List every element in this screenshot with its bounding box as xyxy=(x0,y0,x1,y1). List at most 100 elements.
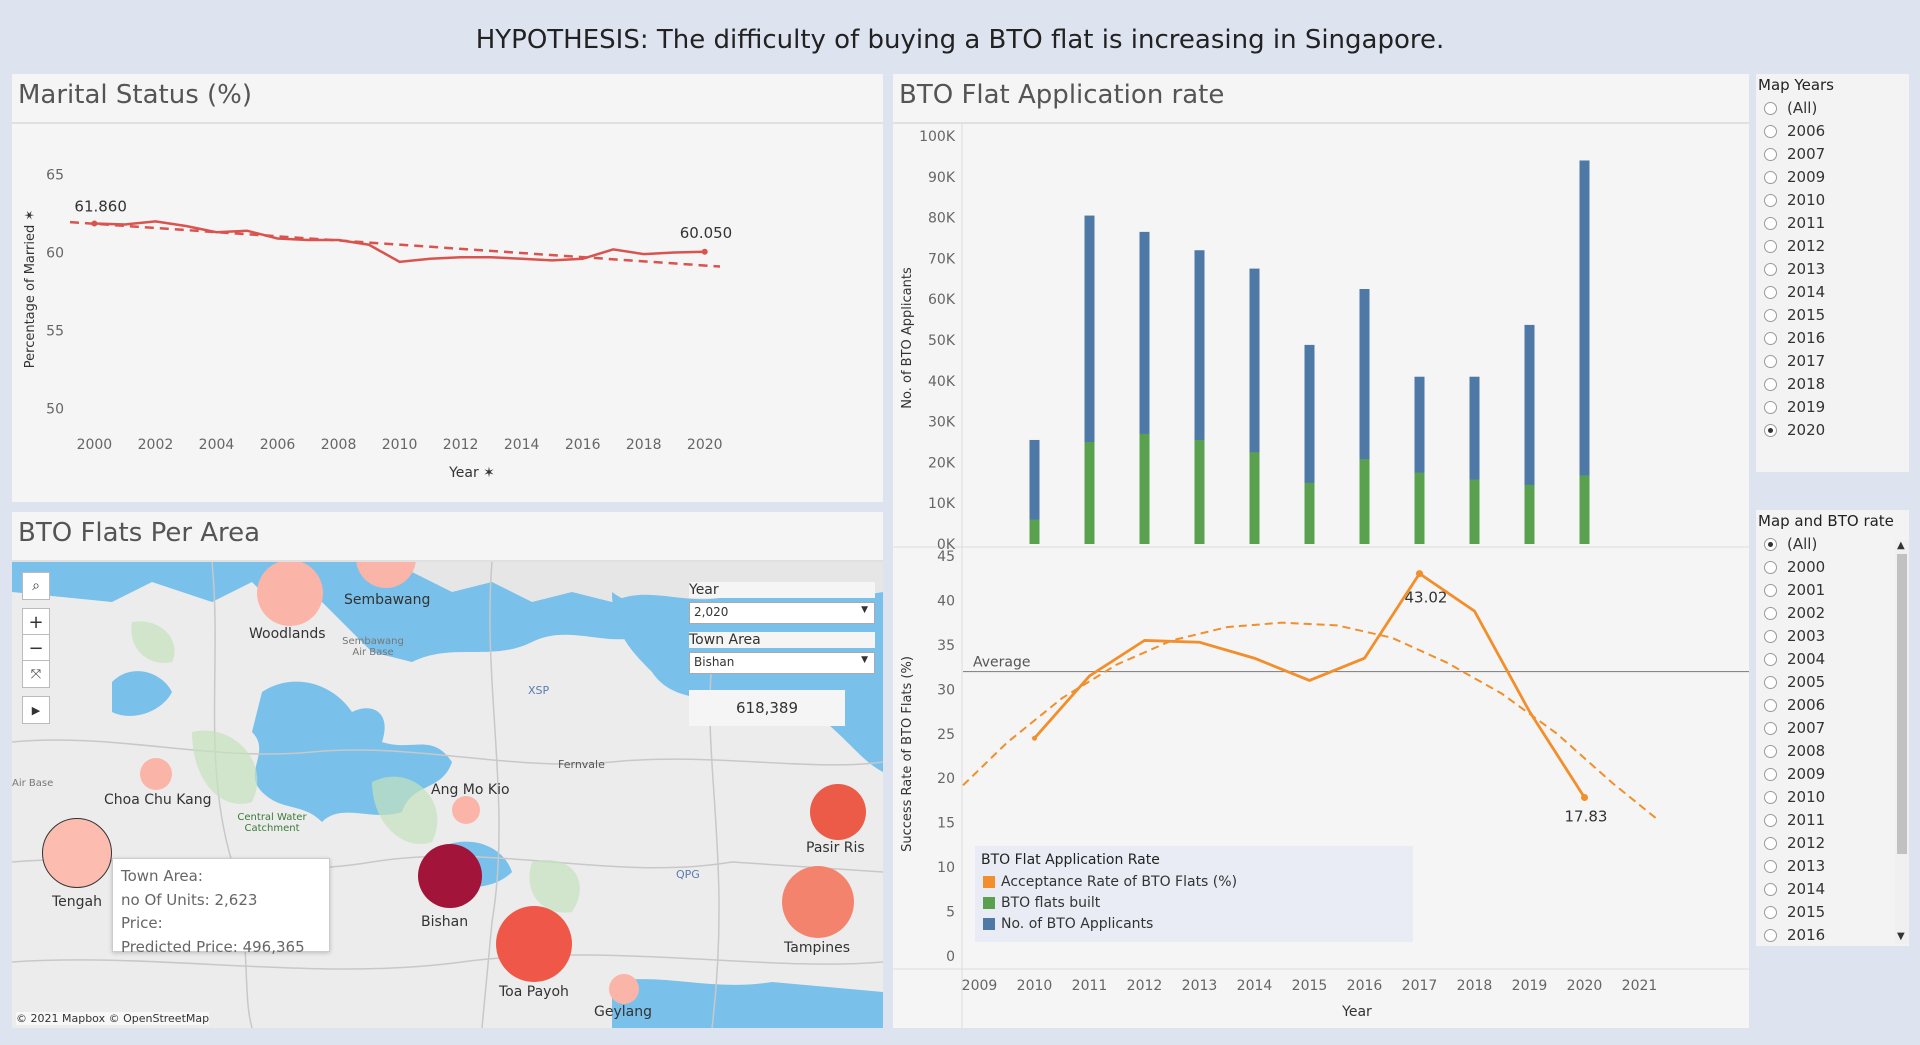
radio-icon[interactable] xyxy=(1764,882,1777,896)
data-point[interactable] xyxy=(1581,794,1588,802)
legend-item-acceptance[interactable]: Acceptance Rate of BTO Flats (%) xyxy=(983,874,1237,890)
applicants-bar[interactable] xyxy=(1084,215,1095,544)
built-bar[interactable] xyxy=(1194,439,1205,544)
built-bar[interactable] xyxy=(1304,482,1315,544)
filter-option[interactable]: 2008 xyxy=(1764,742,1825,760)
radio-icon[interactable] xyxy=(1764,836,1777,850)
map-zoom-out-button[interactable]: − xyxy=(22,634,50,662)
filter-option[interactable]: 2011 xyxy=(1764,811,1825,829)
applicants-bar[interactable] xyxy=(1249,268,1260,544)
radio-icon[interactable] xyxy=(1764,652,1777,666)
map-search-button[interactable]: ⌕ xyxy=(22,572,50,600)
applicants-bar[interactable] xyxy=(1469,376,1480,544)
bubble-toa-payoh[interactable] xyxy=(496,906,572,982)
radio-icon[interactable] xyxy=(1764,423,1777,437)
marital-line[interactable] xyxy=(94,220,705,264)
filter-option[interactable]: 2009 xyxy=(1764,168,1825,186)
filter-option[interactable]: 2001 xyxy=(1764,581,1825,599)
radio-icon[interactable] xyxy=(1764,583,1777,597)
bubble-woodlands[interactable] xyxy=(257,562,323,626)
filter-option[interactable]: 2007 xyxy=(1764,145,1825,163)
radio-icon[interactable] xyxy=(1764,537,1777,551)
scroll-thumb[interactable] xyxy=(1897,554,1907,854)
filter-option[interactable]: 2016 xyxy=(1764,926,1825,944)
radio-icon[interactable] xyxy=(1764,216,1777,230)
radio-icon[interactable] xyxy=(1764,331,1777,345)
data-point[interactable] xyxy=(1416,570,1423,578)
radio-icon[interactable] xyxy=(1764,813,1777,827)
radio-icon[interactable] xyxy=(1764,905,1777,919)
filter-option[interactable]: 2019 xyxy=(1764,398,1825,416)
built-bar[interactable] xyxy=(1084,442,1095,544)
filter-option[interactable]: (All) xyxy=(1764,535,1817,553)
filter-option[interactable]: (All) xyxy=(1764,99,1817,117)
radio-icon[interactable] xyxy=(1764,767,1777,781)
rate-line[interactable] xyxy=(1033,571,1586,799)
radio-icon[interactable] xyxy=(1764,790,1777,804)
filter-option[interactable]: 2013 xyxy=(1764,260,1825,278)
filter-option[interactable]: 2009 xyxy=(1764,765,1825,783)
scroll-up-icon[interactable]: ▲ xyxy=(1897,540,1905,551)
filter-option[interactable]: 2016 xyxy=(1764,329,1825,347)
radio-icon[interactable] xyxy=(1764,124,1777,138)
filter-option[interactable]: 2011 xyxy=(1764,214,1825,232)
radio-icon[interactable] xyxy=(1764,721,1777,735)
filter-option[interactable]: 2017 xyxy=(1764,352,1825,370)
radio-icon[interactable] xyxy=(1764,239,1777,253)
applicants-bar[interactable] xyxy=(1524,324,1535,544)
filter-option[interactable]: 2013 xyxy=(1764,857,1825,875)
bubble-geylang[interactable] xyxy=(609,974,639,1004)
filter-option[interactable]: 2018 xyxy=(1764,375,1825,393)
map-zoom-in-button[interactable]: + xyxy=(22,608,50,636)
bubble-tengah[interactable] xyxy=(42,818,112,888)
radio-icon[interactable] xyxy=(1764,354,1777,368)
radio-icon[interactable] xyxy=(1764,859,1777,873)
radio-icon[interactable] xyxy=(1764,400,1777,414)
scrollbar[interactable]: ▲ ▼ xyxy=(1895,540,1909,944)
radio-icon[interactable] xyxy=(1764,193,1777,207)
radio-icon[interactable] xyxy=(1764,560,1777,574)
filter-option[interactable]: 2014 xyxy=(1764,880,1825,898)
data-point[interactable] xyxy=(701,248,708,255)
applicants-bar[interactable] xyxy=(1359,289,1370,544)
filter-option[interactable]: 2014 xyxy=(1764,283,1825,301)
marital-status-chart[interactable]: 65 60 55 50 2000 2002 2004 2006 2008 2010 2012 2014… xyxy=(12,124,883,502)
legend-item-applicants[interactable]: No. of BTO Applicants xyxy=(983,916,1153,932)
built-bar[interactable] xyxy=(1469,479,1480,544)
filter-option[interactable]: 2003 xyxy=(1764,627,1825,645)
radio-icon[interactable] xyxy=(1764,675,1777,689)
map-expand-button[interactable]: ▶ xyxy=(22,696,50,724)
filter-option[interactable]: 2010 xyxy=(1764,191,1825,209)
radio-icon[interactable] xyxy=(1764,744,1777,758)
radio-icon[interactable] xyxy=(1764,147,1777,161)
applicants-bar[interactable] xyxy=(1194,250,1205,544)
applicants-bar[interactable] xyxy=(1029,439,1040,544)
filter-option[interactable]: 2015 xyxy=(1764,306,1825,324)
scroll-down-icon[interactable]: ▼ xyxy=(1897,931,1905,942)
radio-icon[interactable] xyxy=(1764,698,1777,712)
year-select[interactable]: 2,020 ▼ xyxy=(689,602,875,624)
built-bar[interactable] xyxy=(1139,433,1150,544)
filter-option[interactable]: 2002 xyxy=(1764,604,1825,622)
radio-icon[interactable] xyxy=(1764,928,1777,942)
radio-icon[interactable] xyxy=(1764,285,1777,299)
bubble-tampines[interactable] xyxy=(782,866,854,938)
built-bar[interactable] xyxy=(1029,519,1040,544)
built-bar[interactable] xyxy=(1524,484,1535,544)
filter-option[interactable]: 2015 xyxy=(1764,903,1825,921)
built-bar[interactable] xyxy=(1414,472,1425,544)
radio-icon[interactable] xyxy=(1764,170,1777,184)
data-point[interactable] xyxy=(1032,735,1037,741)
legend-item-built[interactable]: BTO flats built xyxy=(983,895,1100,911)
bubble-bishan[interactable] xyxy=(418,844,482,908)
filter-option[interactable]: 2012 xyxy=(1764,834,1825,852)
bubble-choa-chu-kang[interactable] xyxy=(140,758,172,790)
built-bar[interactable] xyxy=(1359,459,1370,544)
radio-icon[interactable] xyxy=(1764,101,1777,115)
applicants-bar[interactable] xyxy=(1579,160,1590,545)
applicants-bar[interactable] xyxy=(1414,376,1425,544)
bto-rate-chart[interactable]: 100K 90K 80K 70K 60K 50K 40K 30K 20K 10K 0K No. of … xyxy=(893,124,1749,1028)
bubble-pasir-ris[interactable] xyxy=(810,784,866,840)
built-bar[interactable] xyxy=(1579,475,1590,544)
map-reset-button[interactable]: ⤧ xyxy=(22,660,50,688)
